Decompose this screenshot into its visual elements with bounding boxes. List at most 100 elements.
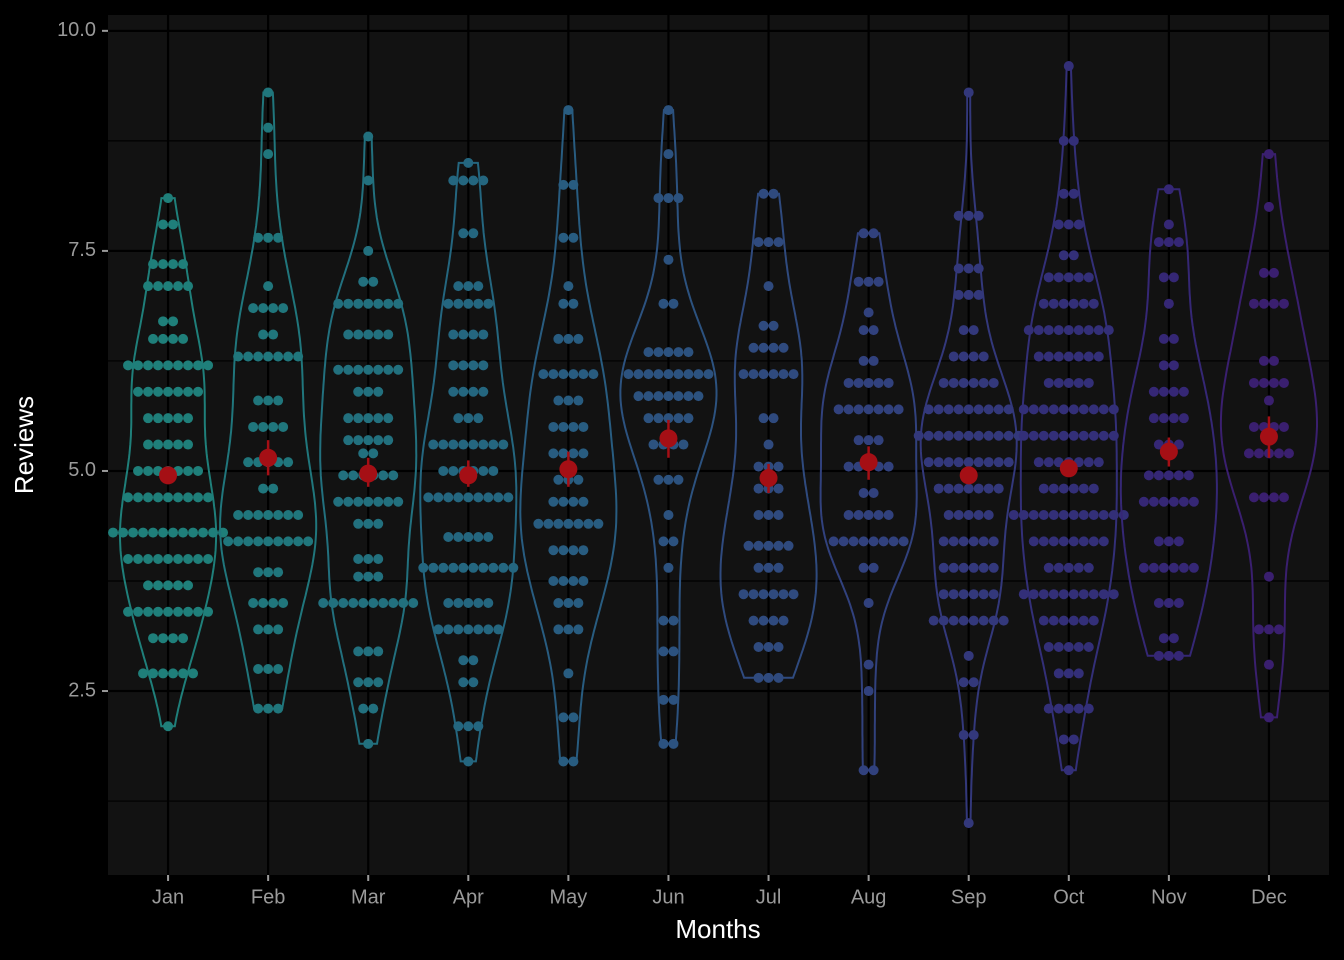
dot bbox=[163, 439, 174, 450]
dot bbox=[463, 531, 474, 542]
dot bbox=[1148, 386, 1159, 397]
marks bbox=[108, 61, 1318, 829]
dot bbox=[363, 386, 374, 397]
dot bbox=[568, 179, 579, 190]
dot bbox=[148, 527, 159, 538]
dot bbox=[208, 527, 219, 538]
dot bbox=[1248, 492, 1259, 503]
dot bbox=[573, 624, 584, 635]
dot bbox=[948, 562, 959, 573]
dot bbox=[1278, 421, 1289, 432]
dot bbox=[1058, 589, 1069, 600]
dot bbox=[468, 386, 479, 397]
dot bbox=[1048, 536, 1059, 547]
dot bbox=[468, 655, 479, 666]
dot bbox=[848, 536, 859, 547]
dot bbox=[463, 413, 474, 424]
dot bbox=[283, 536, 294, 547]
violin bbox=[719, 192, 818, 679]
dot bbox=[163, 281, 174, 292]
dot bbox=[993, 404, 1004, 415]
dot bbox=[1158, 272, 1169, 283]
dot bbox=[498, 439, 509, 450]
dot bbox=[568, 421, 579, 432]
dot bbox=[853, 404, 864, 415]
dot bbox=[673, 391, 684, 402]
dot bbox=[333, 364, 344, 375]
dot bbox=[968, 351, 979, 362]
dot bbox=[1243, 448, 1254, 459]
mean-point bbox=[559, 460, 578, 479]
dot bbox=[773, 509, 784, 520]
dot bbox=[483, 298, 494, 309]
dot bbox=[263, 87, 274, 98]
dot bbox=[853, 377, 864, 388]
dot bbox=[1263, 395, 1274, 406]
dot bbox=[1043, 325, 1054, 336]
dot bbox=[193, 386, 204, 397]
dot bbox=[368, 703, 379, 714]
dot bbox=[868, 228, 879, 239]
dot bbox=[753, 562, 764, 573]
dot bbox=[158, 316, 169, 327]
dot bbox=[1053, 642, 1064, 653]
dot bbox=[363, 131, 374, 142]
dot bbox=[1043, 703, 1054, 714]
dot bbox=[268, 421, 279, 432]
dot bbox=[663, 254, 674, 265]
dot bbox=[1148, 562, 1159, 573]
dot bbox=[173, 580, 184, 591]
dot bbox=[183, 281, 194, 292]
dot bbox=[958, 377, 969, 388]
x-tick-label: Mar bbox=[351, 886, 386, 908]
dot bbox=[1163, 536, 1174, 547]
dot bbox=[1078, 509, 1089, 520]
dot bbox=[253, 232, 264, 243]
dot bbox=[653, 413, 664, 424]
dot bbox=[1168, 333, 1179, 344]
dot bbox=[443, 531, 454, 542]
dot bbox=[1108, 589, 1119, 600]
dot bbox=[253, 567, 264, 578]
dot bbox=[458, 439, 469, 450]
dot bbox=[788, 589, 799, 600]
dot bbox=[673, 347, 684, 358]
dot bbox=[973, 430, 984, 441]
dot bbox=[263, 624, 274, 635]
dot bbox=[1088, 483, 1099, 494]
dot bbox=[1053, 668, 1064, 679]
dot bbox=[693, 391, 704, 402]
dot bbox=[938, 562, 949, 573]
dot bbox=[1248, 421, 1259, 432]
dot bbox=[1078, 404, 1089, 415]
dot bbox=[558, 496, 569, 507]
dot bbox=[758, 589, 769, 600]
dot bbox=[958, 536, 969, 547]
dot bbox=[1068, 250, 1079, 261]
dot bbox=[378, 598, 389, 609]
dot bbox=[373, 571, 384, 582]
dot bbox=[243, 457, 254, 468]
dot bbox=[968, 730, 979, 741]
dot bbox=[703, 369, 714, 380]
dot bbox=[873, 377, 884, 388]
dot bbox=[1068, 536, 1079, 547]
dot bbox=[473, 413, 484, 424]
dot bbox=[1038, 589, 1049, 600]
dot bbox=[253, 624, 264, 635]
dot bbox=[868, 536, 879, 547]
dot bbox=[163, 721, 174, 732]
dot bbox=[168, 219, 179, 230]
x-tick-label: Oct bbox=[1053, 886, 1085, 908]
dot bbox=[1048, 615, 1059, 626]
dot bbox=[1048, 483, 1059, 494]
dot bbox=[263, 232, 274, 243]
dot bbox=[363, 435, 374, 446]
dot bbox=[668, 615, 679, 626]
dot bbox=[553, 474, 564, 485]
dot bbox=[948, 615, 959, 626]
dot bbox=[1048, 404, 1059, 415]
dot bbox=[863, 307, 874, 318]
dot bbox=[143, 360, 154, 371]
